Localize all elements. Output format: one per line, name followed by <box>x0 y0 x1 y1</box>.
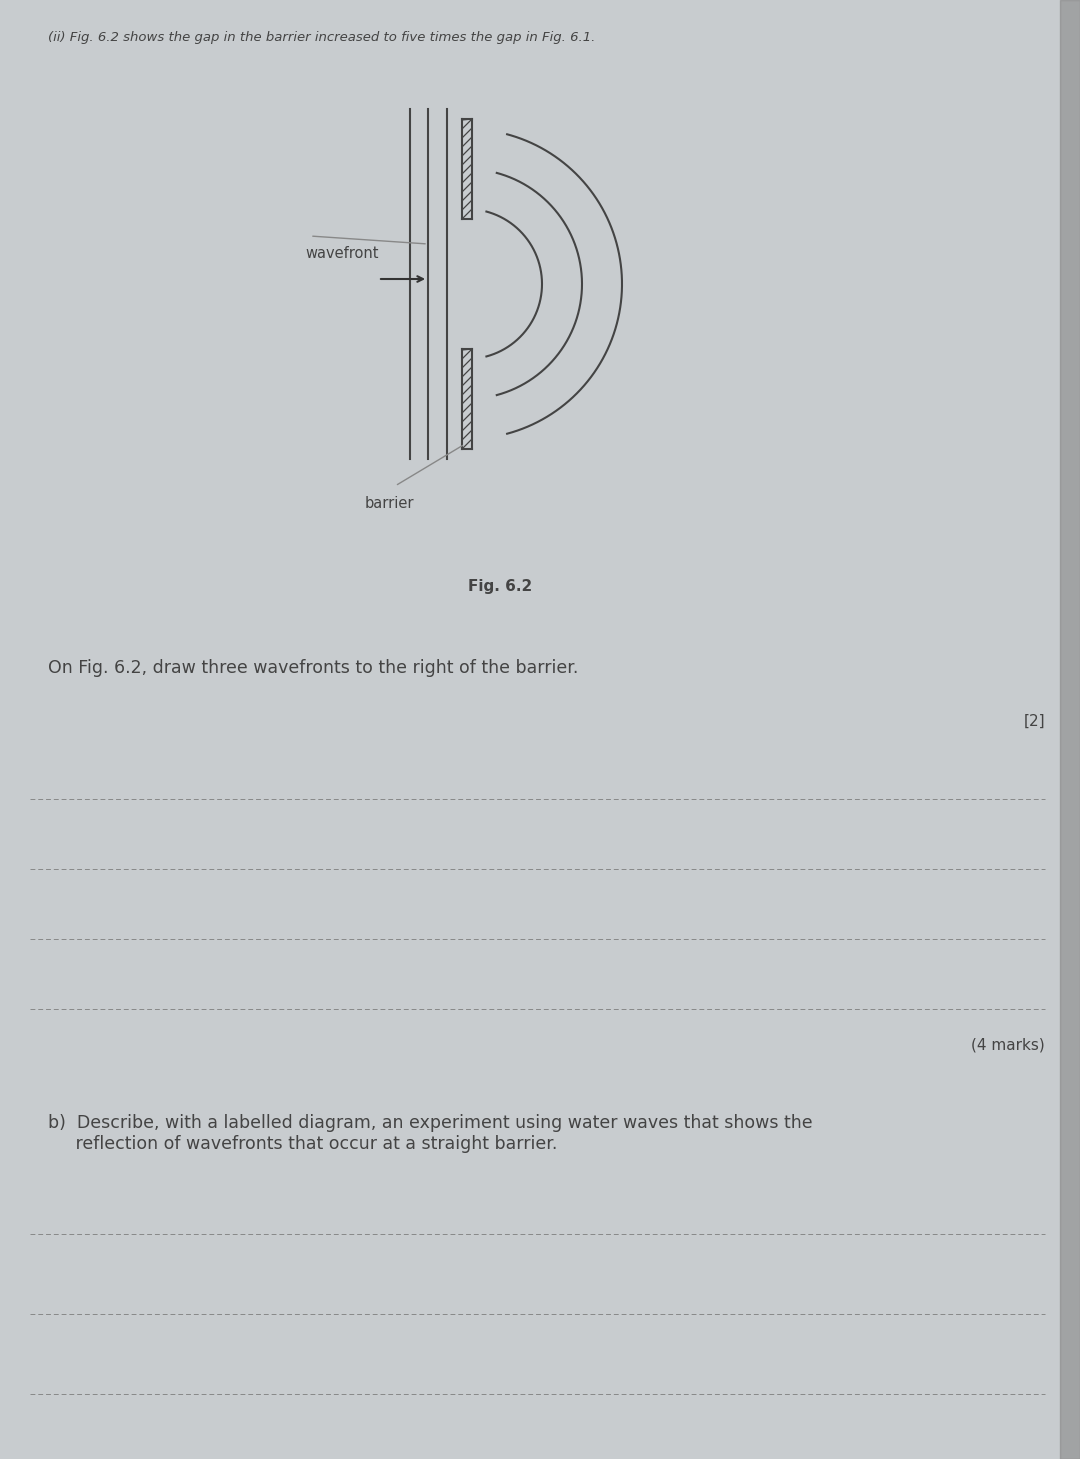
Text: [2]: [2] <box>1024 713 1045 730</box>
Text: barrier: barrier <box>365 496 415 512</box>
Text: On Fig. 6.2, draw three wavefronts to the right of the barrier.: On Fig. 6.2, draw three wavefronts to th… <box>48 659 579 677</box>
Text: (4 marks): (4 marks) <box>971 1037 1045 1052</box>
Text: Fig. 6.2: Fig. 6.2 <box>468 579 532 594</box>
Text: b)  Describe, with a labelled diagram, an experiment using water waves that show: b) Describe, with a labelled diagram, an… <box>48 1115 812 1153</box>
Text: (ii) Fig. 6.2 shows the gap in the barrier increased to five times the gap in Fi: (ii) Fig. 6.2 shows the gap in the barri… <box>48 31 595 44</box>
Text: wavefront: wavefront <box>305 247 378 261</box>
